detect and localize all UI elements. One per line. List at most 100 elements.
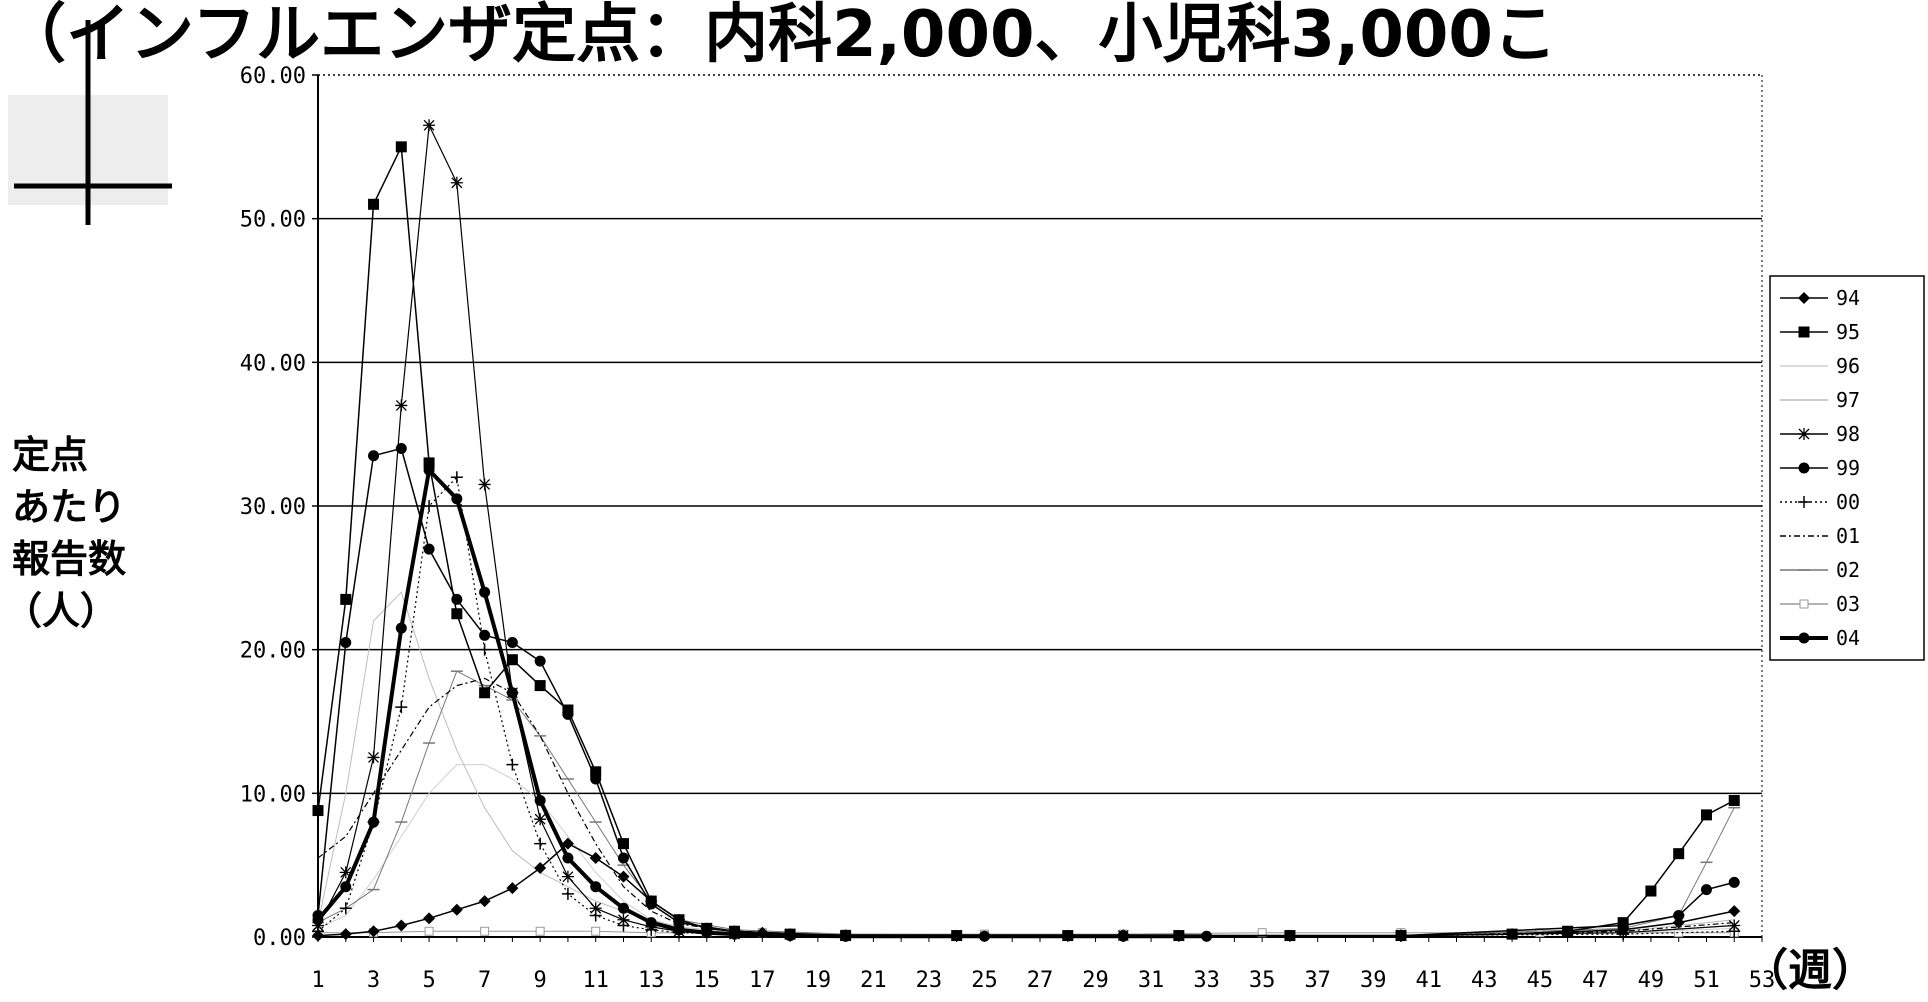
data-point-98: [534, 813, 547, 826]
legend-swatch-marker-00: [1798, 496, 1810, 508]
y-axis-label-line-4: （人）: [4, 589, 118, 633]
y-tick-label: 20.00: [240, 639, 306, 664]
x-tick-label: 7: [478, 968, 491, 993]
data-point-04: [368, 816, 380, 828]
legend-swatch-marker-03: [1799, 599, 1809, 609]
data-point-04: [978, 930, 990, 942]
data-point-03: [424, 926, 434, 936]
data-point-04: [340, 881, 352, 893]
data-point-00: [478, 643, 491, 656]
legend-label-99: 99: [1836, 456, 1860, 480]
x-tick-label: 47: [1582, 968, 1609, 993]
data-point-04: [395, 622, 407, 634]
data-point-98: [339, 866, 352, 879]
data-point-94: [367, 925, 380, 938]
x-tick-label: 9: [534, 968, 547, 993]
series-line-02: [317, 670, 1735, 937]
data-point-95: [1673, 848, 1685, 860]
data-point-99: [1700, 884, 1712, 896]
data-point-04: [506, 687, 518, 699]
y-tick-label: 0.00: [253, 926, 306, 951]
y-axis-label-line-2: あたり: [12, 485, 126, 529]
data-point-00: [395, 701, 408, 714]
data-point-04: [312, 914, 324, 926]
data-point-95: [340, 593, 352, 605]
x-tick-label: 29: [1082, 968, 1109, 993]
data-point-95: [1645, 885, 1657, 897]
data-point-94: [534, 862, 547, 875]
data-point-03: [591, 926, 601, 936]
data-point-99: [617, 852, 629, 864]
data-point-03: [480, 926, 490, 936]
data-point-00: [339, 902, 352, 915]
data-point-00: [506, 758, 519, 771]
data-point-99: [423, 543, 435, 555]
data-point-95: [645, 895, 657, 907]
data-point-98: [367, 751, 380, 764]
x-tick-label: 51: [1693, 968, 1720, 993]
data-point-04: [1117, 930, 1129, 942]
data-point-04: [673, 924, 685, 936]
data-point-95: [1562, 925, 1574, 937]
legend-label-00: 00: [1836, 490, 1860, 514]
x-tick-label: 19: [805, 968, 832, 993]
data-point-04: [451, 493, 463, 505]
data-point-95: [368, 198, 380, 210]
data-point-94: [561, 837, 574, 850]
y-tick-label: 10.00: [240, 782, 306, 807]
legend-swatch-marker-99: [1798, 462, 1810, 474]
data-point-03: [535, 926, 545, 936]
x-tick-label: 3: [367, 968, 380, 993]
data-point-04: [701, 927, 713, 939]
chart-title: （インフルエンザ定点：内科2,000、小児科3,000こ: [2, 0, 1557, 72]
data-point-98: [450, 176, 463, 189]
legend: 94 95 96 97 98 99 00 01 02 03 04: [1769, 275, 1925, 661]
data-point-95: [1700, 809, 1712, 821]
data-point-95: [590, 766, 602, 778]
y-tick-label: 40.00: [240, 351, 306, 376]
x-tick-label: 49: [1638, 968, 1665, 993]
data-point-98: [395, 399, 408, 412]
data-point-94: [339, 928, 352, 941]
data-point-95: [312, 805, 324, 817]
x-tick-label: 43: [1471, 968, 1498, 993]
data-point-98: [1617, 926, 1630, 939]
data-point-00: [450, 471, 463, 484]
data-point-99: [534, 655, 546, 667]
data-point-94: [589, 851, 602, 864]
x-tick-label: 21: [860, 968, 887, 993]
data-point-04: [479, 586, 491, 598]
series-line-98: [317, 124, 1735, 937]
data-point-99: [506, 636, 518, 648]
data-point-95: [673, 914, 685, 926]
data-point-04: [423, 464, 435, 476]
legend-label-96: 96: [1836, 354, 1860, 378]
data-point-04: [562, 852, 574, 864]
data-point-95: [562, 704, 574, 716]
data-point-00: [534, 837, 547, 850]
data-point-95: [451, 608, 463, 620]
series-line-04: [316, 468, 1207, 939]
x-tick-label: 15: [694, 968, 721, 993]
data-point-98: [312, 919, 324, 932]
x-tick-label: 25: [971, 968, 998, 993]
legend-swatch-marker-04: [1798, 632, 1810, 644]
data-point-95: [1506, 928, 1518, 940]
x-tick-label: 45: [1527, 968, 1554, 993]
data-point-98: [617, 913, 630, 926]
data-point-04: [645, 917, 657, 929]
series-line-01: [317, 677, 1735, 937]
legend-label-94: 94: [1836, 286, 1860, 310]
x-tick-label: 17: [749, 968, 776, 993]
y-axis-label-line-3: 報告数: [12, 537, 126, 581]
data-point-94: [312, 929, 324, 942]
data-point-95: [1617, 917, 1629, 929]
data-point-99: [368, 450, 380, 462]
data-point-99: [1673, 909, 1685, 921]
data-point-94: [478, 895, 491, 908]
x-tick-label: 35: [1249, 968, 1276, 993]
data-point-98: [423, 119, 436, 132]
data-point-98: [478, 478, 491, 491]
